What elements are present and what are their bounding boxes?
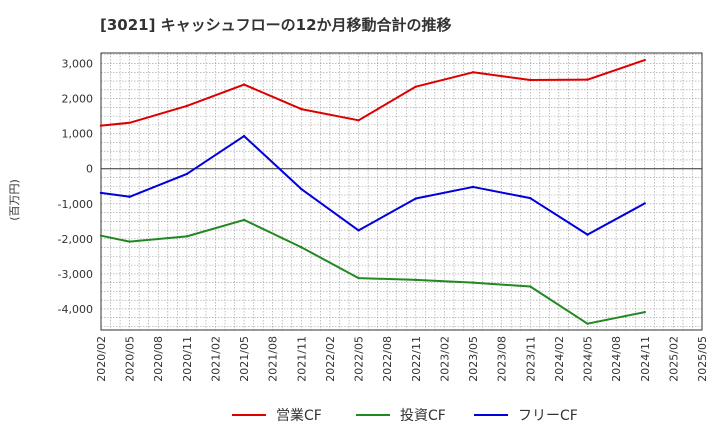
x-tick-label: 2020/05 bbox=[124, 336, 137, 382]
y-tick-label: 1,000 bbox=[62, 128, 94, 141]
x-tick-label: 2022/08 bbox=[381, 336, 394, 382]
x-tick-label: 2020/02 bbox=[95, 336, 108, 382]
data-point bbox=[643, 202, 646, 205]
data-point bbox=[185, 104, 189, 108]
data-point bbox=[471, 71, 475, 74]
x-tick-label: 2024/02 bbox=[553, 336, 566, 382]
x-tick-label: 2020/11 bbox=[181, 336, 194, 382]
x-tick-label: 2023/08 bbox=[496, 336, 509, 382]
data-point bbox=[643, 58, 646, 62]
x-tick-label: 2021/05 bbox=[238, 336, 251, 382]
x-tick-label: 2022/02 bbox=[324, 336, 337, 382]
data-point bbox=[357, 119, 360, 122]
plot-area bbox=[101, 53, 702, 330]
data-point bbox=[99, 234, 103, 237]
x-tick-label: 2023/02 bbox=[438, 336, 451, 382]
series-lines bbox=[99, 58, 646, 325]
data-point bbox=[643, 310, 646, 314]
data-point bbox=[471, 185, 475, 189]
data-point bbox=[128, 240, 131, 243]
data-point bbox=[586, 78, 589, 81]
data-point bbox=[357, 276, 360, 280]
legend-label: 投資CF bbox=[400, 408, 446, 424]
y-tick-label: -3,000 bbox=[58, 268, 93, 281]
data-point bbox=[414, 197, 418, 200]
x-tick-label: 2024/08 bbox=[610, 336, 623, 382]
x-tick-label: 2021/02 bbox=[209, 336, 222, 382]
x-tick-label: 2021/11 bbox=[295, 336, 308, 382]
y-tick-label: 2,000 bbox=[62, 93, 94, 106]
x-tick-label: 2023/11 bbox=[524, 336, 537, 382]
chart-title: [3021] キャッシュフローの12か月移動合計の推移 bbox=[100, 16, 452, 34]
x-tick-label: 2022/05 bbox=[353, 336, 366, 382]
data-point bbox=[128, 121, 131, 124]
data-point bbox=[128, 195, 131, 198]
axes: 3,000 2,000 1,000 0 -1,000 -2,000 -3,000 -4,000… bbox=[58, 52, 709, 382]
grid bbox=[100, 53, 703, 330]
data-point bbox=[300, 187, 303, 191]
y-axis-label: (百万円) bbox=[8, 179, 21, 221]
data-point bbox=[242, 218, 246, 222]
x-tick-label: 2024/11 bbox=[639, 336, 652, 382]
x-tick-label: 2024/05 bbox=[582, 336, 595, 382]
data-point bbox=[586, 322, 589, 325]
legend-label: 営業CF bbox=[276, 408, 322, 424]
y-tick-label: 0 bbox=[86, 163, 93, 176]
data-point bbox=[471, 281, 475, 284]
data-point bbox=[99, 124, 103, 127]
x-tick-label: 2021/08 bbox=[267, 336, 280, 382]
data-point bbox=[242, 134, 246, 138]
legend: 営業CF 投資CF フリーCF bbox=[232, 408, 578, 424]
data-point bbox=[185, 172, 189, 176]
y-tick-label: -4,000 bbox=[58, 303, 93, 316]
plot-frame bbox=[100, 52, 703, 331]
data-point bbox=[242, 83, 246, 86]
data-point bbox=[300, 107, 303, 111]
x-tick-label: 2023/05 bbox=[467, 336, 480, 382]
data-point bbox=[99, 191, 103, 195]
y-tick-label: -2,000 bbox=[58, 233, 93, 246]
y-tick-label: -1,000 bbox=[58, 198, 93, 211]
data-point bbox=[529, 285, 532, 288]
data-point bbox=[414, 85, 418, 88]
x-tick-label: 2022/11 bbox=[410, 336, 423, 382]
x-tick-label: 2020/08 bbox=[152, 336, 165, 382]
legend-label: フリーCF bbox=[518, 408, 578, 424]
y-tick-label: 3,000 bbox=[62, 58, 94, 71]
data-point bbox=[300, 246, 303, 249]
data-point bbox=[529, 78, 532, 82]
x-tick-label: 2025/02 bbox=[667, 336, 680, 382]
data-point bbox=[185, 235, 189, 238]
data-point bbox=[414, 278, 418, 282]
x-tick-label: 2025/05 bbox=[696, 336, 709, 382]
data-point bbox=[586, 233, 589, 236]
data-point bbox=[529, 196, 532, 200]
data-point bbox=[357, 229, 360, 232]
